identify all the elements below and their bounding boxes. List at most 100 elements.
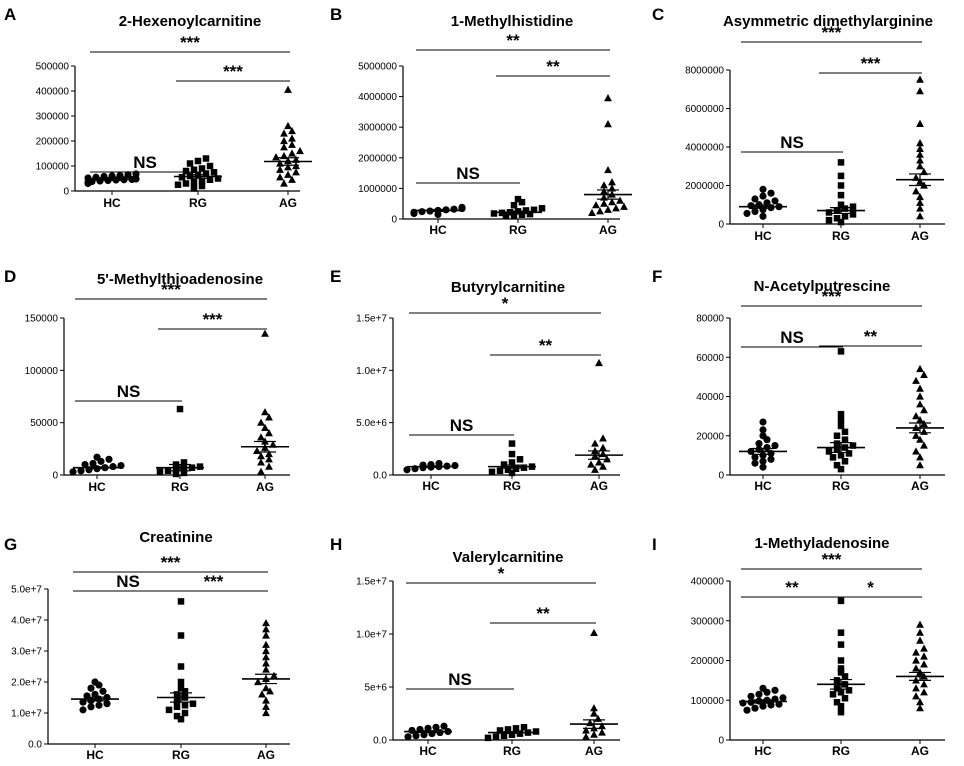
data-point: [288, 175, 296, 183]
chart-title: N-Acetylputrescine: [754, 278, 891, 295]
data-point: [508, 731, 516, 738]
data-point: [920, 441, 928, 449]
data-point: [916, 415, 924, 424]
data-point: [186, 160, 194, 167]
group-hc: [403, 459, 459, 474]
data-point: [837, 708, 845, 716]
data-point: [604, 165, 612, 174]
data-point: [916, 156, 924, 164]
data-point: [512, 725, 520, 732]
data-point: [849, 203, 857, 210]
data-point: [434, 210, 442, 218]
significance-label: ***: [203, 310, 223, 329]
data-point: [262, 708, 270, 717]
y-tick-label: 5.0e+7: [11, 585, 42, 596]
data-point: [488, 468, 496, 476]
chart-panel-d: D 5'-Methylthioadenosine 0 50000 100000 15000…: [4, 267, 290, 494]
data-point: [920, 167, 928, 176]
data-point: [833, 685, 841, 692]
panel-letter: B: [330, 5, 342, 24]
x-tick-label: HC: [429, 223, 447, 237]
data-point: [284, 85, 292, 93]
y-tick-label: 400000: [691, 577, 725, 588]
group-ag: [896, 75, 944, 220]
data-point: [912, 656, 920, 664]
group-hc: [84, 170, 140, 188]
data-point: [496, 467, 504, 475]
data-point: [276, 165, 284, 173]
data-point: [214, 175, 222, 182]
chart-title: Creatinine: [139, 529, 212, 546]
data-point: [206, 162, 214, 170]
data-point: [262, 659, 270, 667]
data-point: [262, 665, 270, 673]
panel-letter: A: [4, 5, 16, 24]
data-point: [771, 197, 779, 205]
significance-label: **: [539, 336, 553, 355]
data-point: [182, 180, 190, 187]
data-point: [837, 669, 845, 676]
significance-label: NS: [116, 572, 140, 591]
x-tick-label: HC: [754, 744, 772, 758]
data-point: [504, 466, 512, 474]
group-rg: [484, 724, 540, 742]
y-tick-label: 2000000: [358, 153, 397, 164]
x-tick-label: RG: [832, 479, 850, 493]
data-point: [202, 170, 210, 177]
data-point: [912, 684, 920, 692]
panel-letter: F: [652, 267, 662, 286]
panel-letter: G: [4, 535, 17, 554]
data-point: [504, 726, 512, 733]
data-point: [920, 652, 928, 660]
data-point: [912, 692, 920, 700]
data-point: [198, 165, 206, 172]
chart-panel-c: C Asymmetric dimethylarginine 0 2000000 4000…: [652, 5, 945, 243]
x-tick-label: AG: [257, 748, 275, 761]
y-tick-label: 80000: [696, 314, 724, 325]
data-point: [604, 205, 612, 213]
chart-title: 1-Methylhistidine: [451, 13, 574, 30]
x-tick-label: RG: [832, 229, 850, 243]
data-point: [189, 700, 197, 707]
data-point: [262, 696, 270, 704]
data-point: [177, 684, 185, 692]
data-point: [837, 182, 845, 189]
data-point: [916, 620, 924, 628]
data-point: [771, 441, 779, 450]
data-point: [265, 413, 273, 421]
data-point: [269, 440, 277, 448]
chart-title: Asymmetric dimethylarginine: [723, 13, 933, 30]
y-tick-label: 400000: [36, 87, 70, 98]
data-point: [767, 189, 775, 197]
data-point: [257, 467, 265, 475]
data-point: [837, 348, 845, 355]
data-point: [89, 459, 97, 468]
data-point: [516, 456, 524, 463]
group-rg: [817, 159, 865, 226]
data-point: [181, 702, 189, 709]
significance-label: ***: [861, 54, 881, 73]
y-tick-label: 40000: [696, 392, 724, 403]
x-tick-label: AG: [911, 744, 929, 758]
data-point: [849, 211, 857, 218]
chart-panel-h: H Valerylcarnitine 0.0 5e+6 1.0e+7 1.5e+7 HC RG…: [330, 535, 620, 758]
x-tick-label: HC: [422, 479, 440, 493]
group-rg: [490, 195, 546, 220]
data-point: [182, 167, 190, 175]
data-point: [590, 730, 598, 738]
group-ag: [241, 329, 289, 475]
data-point: [916, 119, 924, 127]
y-tick-label: 3.0e+7: [11, 647, 42, 658]
chart-panel-e: E Butyrylcarnitine 0.0 5.0e+6 1.0e+7 1.5e+7 HC…: [330, 267, 623, 493]
data-point: [912, 187, 920, 195]
data-point: [845, 450, 853, 457]
data-point: [833, 698, 841, 706]
data-point: [779, 694, 787, 702]
y-tick-label: 4000000: [685, 143, 724, 154]
data-point: [99, 687, 107, 695]
data-point: [916, 698, 924, 706]
data-point: [288, 126, 296, 135]
data-point: [916, 435, 924, 443]
data-point: [284, 121, 292, 130]
data-point: [743, 706, 751, 714]
